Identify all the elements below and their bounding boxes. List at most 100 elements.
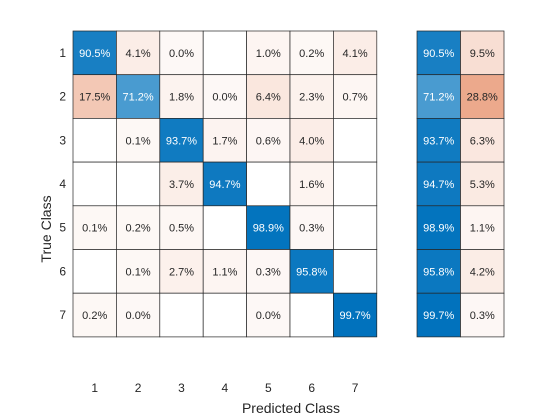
summary-correct-r5-label: 98.9% — [423, 223, 454, 235]
matrix-cell-r3-c6-label: 4.0% — [299, 135, 324, 147]
summary-error-r1-rect — [460, 30, 505, 76]
summary-correct-r2-label: 71.2% — [423, 92, 454, 104]
y-tick-label: 3 — [59, 133, 66, 147]
matrix-cell-r6-c6-rect — [289, 249, 334, 294]
matrix-cell-r4-c4-rect — [202, 161, 247, 207]
matrix-cell-r5-c3-label: 0.5% — [169, 223, 194, 235]
matrix-cell-r2-c7-label: 0.7% — [343, 92, 368, 104]
matrix-cell-r7-c5-label: 0.0% — [256, 310, 281, 322]
matrix-cell-r4-c6-label: 1.6% — [299, 179, 324, 191]
matrix-cell-r3-c3-label: 93.7% — [166, 135, 197, 147]
x-axis-label: Predicted Class — [242, 400, 340, 416]
matrix-cell-r5-c4-rect — [202, 205, 247, 250]
summary-error-r5-rect — [460, 205, 505, 250]
matrix-cell-r4-c7-rect — [333, 161, 378, 207]
matrix-cell-r2-c6-rect — [289, 74, 334, 119]
matrix-cell-r1-c1-rect — [72, 30, 117, 76]
matrix-cell-r1-c3-label: 0.0% — [169, 48, 194, 60]
matrix-cell-r1-c3-rect — [159, 30, 204, 76]
matrix-cell-r1-c5-rect — [246, 30, 291, 76]
matrix-cell-r6-c2-label: 0.1% — [126, 266, 151, 278]
matrix-cell-r5-c6-label: 0.3% — [299, 223, 324, 235]
matrix-cell-r1-c5-label: 1.0% — [256, 48, 281, 60]
summary-error-r1-label: 9.5% — [470, 48, 495, 60]
summary-correct-r6-label: 95.8% — [423, 266, 454, 278]
y-tick-label: 5 — [59, 221, 66, 235]
matrix-cell-r2-c2-rect — [116, 74, 161, 119]
summary-correct-r6-rect — [416, 249, 461, 294]
matrix-cell-r7-c4-rect — [202, 292, 247, 338]
matrix-cell-r3-c6-rect — [289, 118, 334, 163]
matrix-cell-r3-c4-label: 1.7% — [212, 135, 237, 147]
x-tick-label: 3 — [178, 381, 185, 395]
summary-correct-r4-rect — [416, 161, 461, 207]
y-tick-label: 4 — [59, 177, 66, 191]
x-tick-labels: 1 2 3 4 5 6 7 — [91, 381, 358, 395]
matrix-cell-r6-c4-rect — [202, 249, 247, 294]
y-axis-label: True Class — [38, 195, 54, 262]
matrix-cell-r7-c2-label: 0.0% — [126, 310, 151, 322]
summary-correct-r4-label: 94.7% — [423, 179, 454, 191]
matrix-cell-r1-c4-rect — [202, 30, 247, 76]
summary-error-r7-rect — [460, 292, 505, 338]
matrix-cell-r5-c5-rect — [246, 205, 291, 250]
summary-error-r2-label: 28.8% — [467, 92, 498, 104]
confusion-matrix-grid: 90.5% 4.1% 0.0% 1.0% 0.2% 4.1% 17.5% 71.2% 1.8% 0… — [72, 30, 378, 338]
y-tick-labels: 1 2 3 4 5 6 7 — [59, 46, 66, 322]
summary-error-r7-label: 0.3% — [470, 310, 495, 322]
matrix-cell-r7-c3-rect — [159, 292, 204, 338]
matrix-cell-r2-c2-label: 71.2% — [122, 92, 153, 104]
matrix-cell-r3-c5-rect — [246, 118, 291, 163]
x-tick-label: 5 — [265, 381, 272, 395]
y-tick-label: 6 — [59, 264, 66, 278]
matrix-cell-r3-c2-rect — [116, 118, 161, 163]
matrix-cell-r3-c2-label: 0.1% — [126, 135, 151, 147]
y-tick-label: 1 — [59, 46, 66, 60]
matrix-cell-r1-c1-label: 90.5% — [79, 48, 110, 60]
matrix-cell-r4-c2-rect — [116, 161, 161, 207]
summary-error-r6-label: 4.2% — [470, 266, 495, 278]
summary-correct-r1-rect — [416, 30, 461, 76]
matrix-cell-r5-c2-rect — [116, 205, 161, 250]
matrix-cell-r4-c6-rect — [289, 161, 334, 207]
matrix-cell-r1-c7-label: 4.1% — [343, 48, 368, 60]
matrix-cell-r6-c7-rect — [333, 249, 378, 294]
matrix-cell-r6-c1-rect — [72, 249, 117, 294]
matrix-cell-r2-c6-label: 2.3% — [299, 92, 324, 104]
matrix-cell-r3-c5-label: 0.6% — [256, 135, 281, 147]
matrix-cell-r5-c5-label: 98.9% — [253, 223, 284, 235]
matrix-cell-r6-c4-label: 1.1% — [212, 266, 237, 278]
matrix-cell-r2-c5-label: 6.4% — [256, 92, 281, 104]
matrix-cell-r1-c2-rect — [116, 30, 161, 76]
summary-error-r4-rect — [460, 161, 505, 207]
x-tick-label: 6 — [308, 381, 315, 395]
x-tick-label: 4 — [222, 381, 229, 395]
summary-correct-r3-rect — [416, 118, 461, 163]
matrix-cell-r6-c5-label: 0.3% — [256, 266, 281, 278]
matrix-cell-r6-c3-rect — [159, 249, 204, 294]
matrix-cell-r1-c2-label: 4.1% — [126, 48, 151, 60]
matrix-cell-r4-c3-label: 3.7% — [169, 179, 194, 191]
matrix-cell-r4-c3-rect — [159, 161, 204, 207]
matrix-cell-r1-c7-rect — [333, 30, 378, 76]
y-tick-label: 2 — [59, 90, 66, 104]
matrix-cell-r5-c1-rect — [72, 205, 117, 250]
matrix-cell-r2-c4-rect — [202, 74, 247, 119]
matrix-cell-r3-c7-rect — [333, 118, 378, 163]
summary-correct-r3-label: 93.7% — [423, 135, 454, 147]
matrix-cell-r4-c4-label: 94.7% — [209, 179, 240, 191]
summary-error-r4-label: 5.3% — [470, 179, 495, 191]
summary-correct-r7-rect — [416, 292, 461, 338]
summary-error-r5-label: 1.1% — [470, 223, 495, 235]
x-tick-label: 2 — [135, 381, 142, 395]
matrix-cell-r3-c1-rect — [72, 118, 117, 163]
matrix-cell-r6-c3-label: 2.7% — [169, 266, 194, 278]
y-tick-label: 7 — [59, 308, 66, 322]
matrix-cell-r3-c4-rect — [202, 118, 247, 163]
matrix-cell-r6-c2-rect — [116, 249, 161, 294]
matrix-cell-r7-c7-rect — [333, 292, 378, 338]
matrix-cell-r5-c7-rect — [333, 205, 378, 250]
summary-correct-r7-label: 99.7% — [423, 310, 454, 322]
summary-error-r6-rect — [460, 249, 505, 294]
